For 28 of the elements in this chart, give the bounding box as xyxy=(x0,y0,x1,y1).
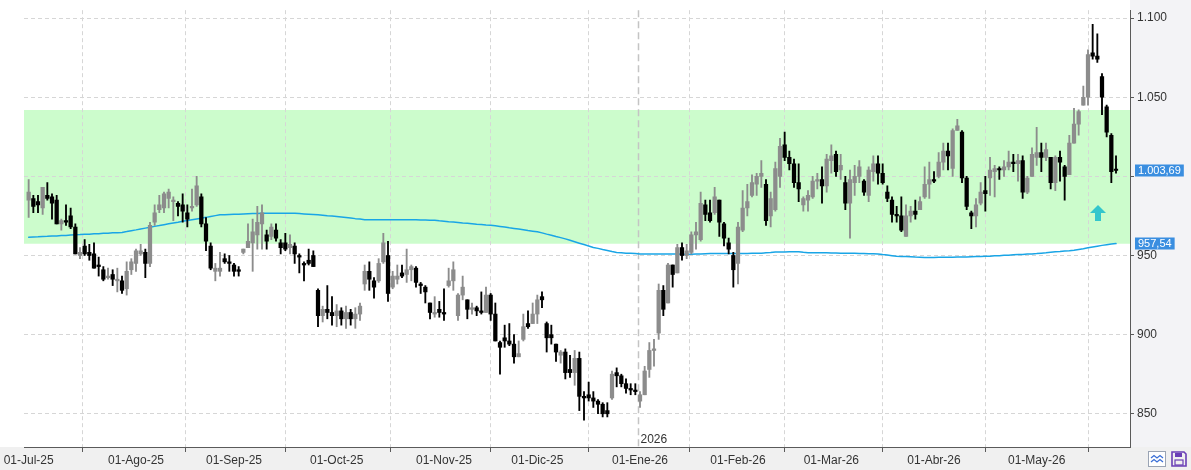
candlestick xyxy=(927,161,932,199)
candlestick xyxy=(567,354,573,378)
y-tick-label: 850 xyxy=(1137,406,1158,421)
x-tick-label: 01-Dic-25 xyxy=(511,452,564,467)
x-tick-label: 01-Ene-26 xyxy=(611,452,669,467)
x-tick-label: 01-Nov-25 xyxy=(415,452,473,467)
x-tick-label: 01-Mar-26 xyxy=(803,452,860,467)
y-tick-label: 950 xyxy=(1137,247,1158,262)
ref-line-label: 2026 xyxy=(640,432,668,447)
x-tick-label: 01-Oct-25 xyxy=(309,452,364,467)
text: 1.003,69 xyxy=(1138,164,1181,177)
candlestick xyxy=(502,324,507,348)
x-tick-label: 01-Sep-25 xyxy=(205,452,263,467)
y-tick-label: 1.050 xyxy=(1137,89,1168,104)
candlestick xyxy=(992,164,997,198)
x-tick-label: 01-May-26 xyxy=(1007,452,1066,467)
candlestick xyxy=(63,204,69,226)
text: 957,54 xyxy=(1138,237,1172,250)
x-tick-label: 01-Ago-25 xyxy=(107,452,165,467)
x-tick-label: 01-Feb-26 xyxy=(710,452,766,467)
candlestick xyxy=(325,285,330,320)
candlestick xyxy=(329,296,335,326)
y-tick-label: 900 xyxy=(1137,326,1158,341)
candlestick xyxy=(1015,153,1021,182)
x-tick-label: 01-Jul-25 xyxy=(3,452,54,467)
y-tick-label: 1.100 xyxy=(1137,10,1168,25)
x-tick-label: 01-Abr-26 xyxy=(907,452,961,467)
candlestick xyxy=(983,176,988,212)
